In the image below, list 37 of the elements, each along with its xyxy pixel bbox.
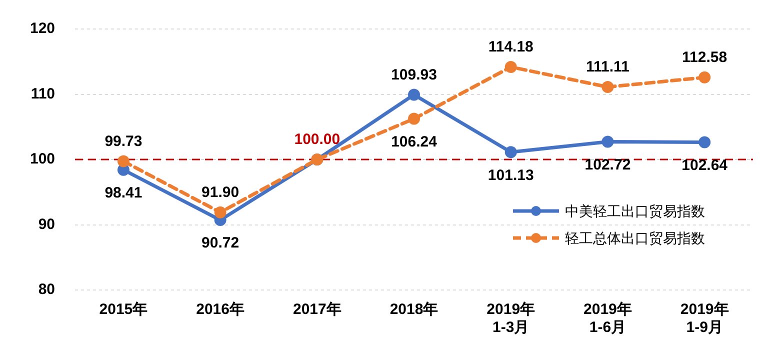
legend-label: 中美轻工出口贸易指数: [565, 202, 705, 219]
point: [214, 206, 226, 218]
y-tick-label: 120: [30, 20, 56, 38]
y-tick-label: 80: [38, 281, 56, 298]
x-tick-label: 2018年: [390, 301, 438, 318]
point: [698, 136, 711, 148]
x-tick-label: 2019年 1-6月: [584, 301, 632, 336]
y-tick-label: 100: [30, 150, 56, 168]
data-label: 101.13: [488, 166, 534, 184]
point: [408, 112, 420, 125]
data-label: 102.64: [682, 156, 728, 174]
legend-label: 轻工总体出口贸易指数: [565, 230, 705, 246]
data-label: 102.72: [584, 156, 631, 174]
x-tick-label: 2019年 1-9月: [680, 301, 729, 336]
data-label: 111.11: [586, 58, 630, 76]
point: [698, 71, 711, 84]
x-tick-label: 2017年: [292, 301, 342, 318]
data-label: 91.90: [202, 184, 240, 201]
x-tick-label: 2016年: [196, 301, 244, 318]
data-label: 99.73: [104, 132, 142, 150]
point: [602, 81, 614, 94]
data-label: 98.41: [104, 184, 142, 202]
point: [504, 60, 517, 73]
data-label: 112.58: [682, 49, 728, 66]
point: [504, 146, 517, 158]
y-tick-label: 90: [38, 216, 56, 233]
data-label: 90.72: [202, 234, 240, 252]
y-tick-label: 110: [30, 85, 56, 102]
point: [408, 88, 420, 101]
point: [602, 136, 614, 148]
data-label: 106.24: [391, 133, 438, 150]
x-tick-label: 2015年: [99, 301, 148, 318]
point: [117, 155, 130, 168]
data-label: 114.18: [488, 38, 534, 56]
data-label: 109.93: [391, 66, 437, 84]
x-tick-label: 2019年 1-3月: [486, 301, 536, 336]
data-label: 100.00: [294, 131, 340, 148]
